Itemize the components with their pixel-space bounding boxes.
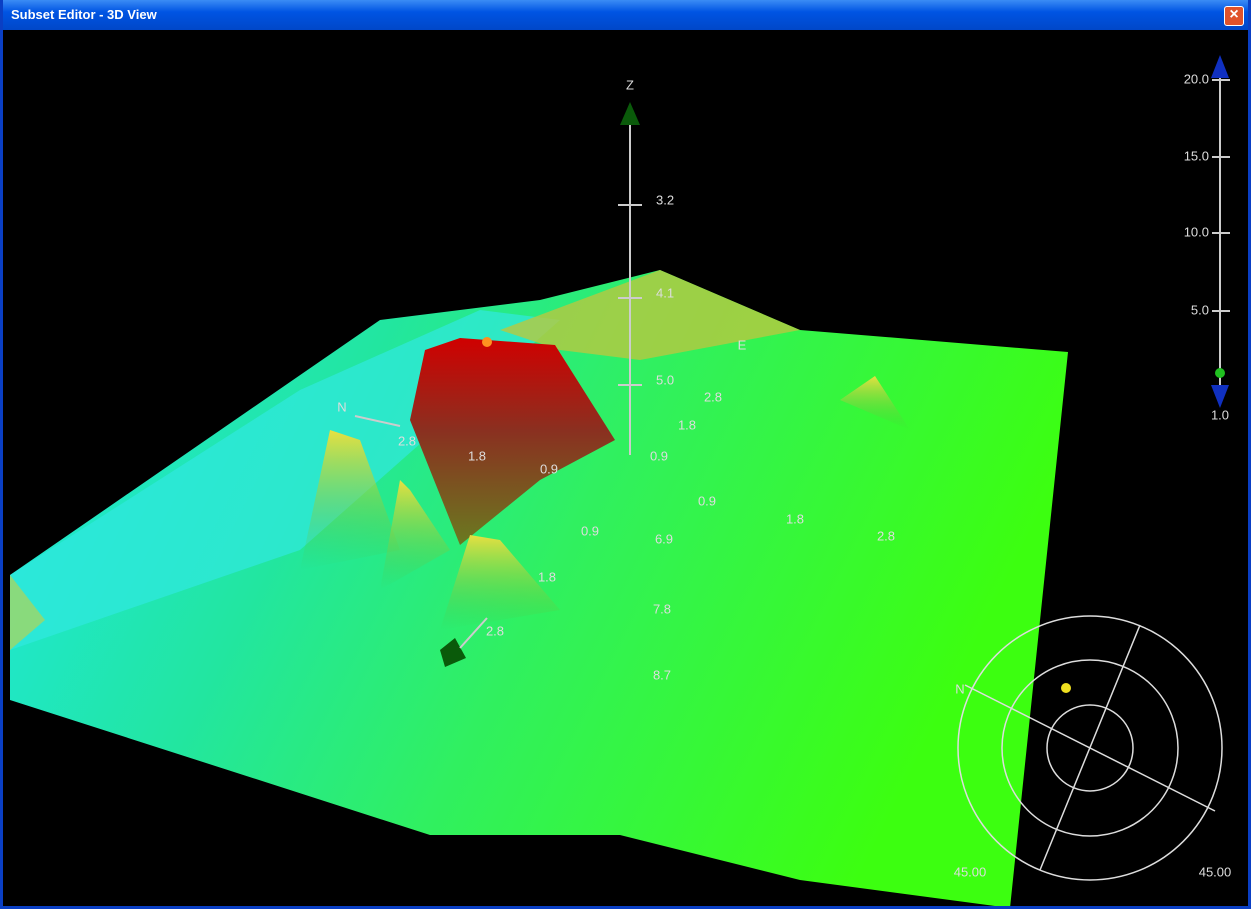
depth-label: 1.8 [538,569,556,584]
axis-label: Z [626,77,634,92]
depth-label: 2.8 [486,623,504,638]
z-tick-label: 3.2 [656,192,674,207]
cone [440,638,466,667]
scale-label: 5.0 [1191,302,1209,317]
window-title: Subset Editor - 3D View [11,7,157,22]
depth-label: 1.8 [786,511,804,526]
depth-label: 7.8 [653,601,671,616]
depth-label: 0.9 [698,493,716,508]
z-tick-label: 4.1 [656,285,674,300]
depth-label: 0.9 [581,523,599,538]
compass-label: N [955,681,964,696]
depth-label: 2.8 [398,433,416,448]
depth-label: 8.7 [653,667,671,682]
axis-label: E [738,337,747,352]
compass-label: 45.00 [954,864,987,879]
compass-label: 45.00 [1199,864,1232,879]
compass [957,615,1223,881]
z-tick-label: 5.0 [656,372,674,387]
axis-label: N [337,399,346,414]
viewport: Z N E N 45.00 45.00 3.2 4.1 5.0 2.8 1.8 0.9 0.… [10,55,1232,906]
slider-thumb[interactable] [1215,368,1225,378]
scale-slider [1211,55,1229,408]
pointer [459,617,488,649]
depth-label: 2.8 [704,389,722,404]
depth-label: 0.9 [650,448,668,463]
depth-label: 6.9 [655,531,673,546]
light-source [1061,683,1071,693]
depth-label: 2.8 [877,528,895,543]
z-axis [620,102,640,455]
terrain [10,270,1068,906]
scale-label: 1.0 [1211,407,1229,422]
scale-label: 15.0 [1184,148,1209,163]
close-button[interactable]: × [1224,6,1244,26]
scale-label: 10.0 [1184,224,1209,239]
depth-label: 0.9 [540,461,558,476]
depth-label: 1.8 [678,417,696,432]
title-bar: Subset Editor - 3D View × [3,0,1248,30]
scale-label: 20.0 [1184,71,1209,86]
depth-label: 1.8 [468,448,486,463]
n-axis [354,415,401,427]
